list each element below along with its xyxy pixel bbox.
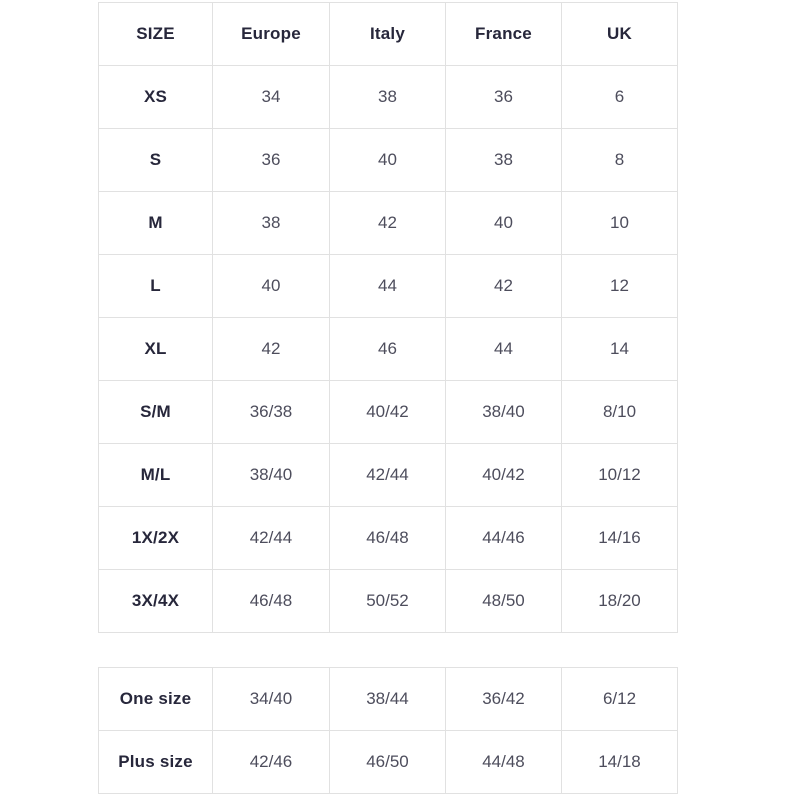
table-cell: 36 [212,128,330,192]
size-row-3x4x: 3X/4X 46/48 50/52 48/50 18/20 [98,569,678,633]
size-row-one-size: One size 34/40 38/44 36/42 6/12 [98,667,678,731]
size-row-xs: XS 34 38 36 6 [98,65,678,129]
size-label: One size [98,667,213,731]
table-cell: 46/48 [329,506,446,570]
header-cell-uk: UK [561,2,678,66]
size-label: 3X/4X [98,569,213,633]
table-cell: 36/38 [212,380,330,444]
size-row-sm: S/M 36/38 40/42 38/40 8/10 [98,380,678,444]
table-cell: 34 [212,65,330,129]
table-cell: 14 [561,317,678,381]
table-cell: 6 [561,65,678,129]
size-row-plus-size: Plus size 42/46 46/50 44/48 14/18 [98,730,678,794]
table-cell: 18/20 [561,569,678,633]
size-label: Plus size [98,730,213,794]
table-cell: 34/40 [212,667,330,731]
table-cell: 46/48 [212,569,330,633]
table-cell: 42 [329,191,446,255]
header-row: SIZE Europe Italy France UK [98,2,678,66]
table-cell: 38 [445,128,562,192]
table-cell: 38/40 [445,380,562,444]
size-row-s: S 36 40 38 8 [98,128,678,192]
header-cell-europe: Europe [212,2,330,66]
table-cell: 42/44 [212,506,330,570]
size-row-ml: M/L 38/40 42/44 40/42 10/12 [98,443,678,507]
special-sizes-table: One size 34/40 38/44 36/42 6/12 Plus siz… [98,667,678,794]
size-label: M [98,191,213,255]
table-cell: 44 [329,254,446,318]
size-label: L [98,254,213,318]
table-cell: 40/42 [445,443,562,507]
table-cell: 6/12 [561,667,678,731]
table-cell: 14/18 [561,730,678,794]
size-row-m: M 38 42 40 10 [98,191,678,255]
table-cell: 46/50 [329,730,446,794]
table-cell: 10 [561,191,678,255]
table-cell: 36 [445,65,562,129]
table-cell: 14/16 [561,506,678,570]
size-row-xl: XL 42 46 44 14 [98,317,678,381]
table-cell: 8 [561,128,678,192]
size-label: S [98,128,213,192]
size-label: S/M [98,380,213,444]
size-label: XL [98,317,213,381]
table-cell: 42/46 [212,730,330,794]
table-gap [98,633,800,667]
table-cell: 38 [329,65,446,129]
table-cell: 40 [329,128,446,192]
table-cell: 46 [329,317,446,381]
table-cell: 50/52 [329,569,446,633]
table-cell: 42 [212,317,330,381]
table-cell: 44/48 [445,730,562,794]
header-cell-france: France [445,2,562,66]
table-cell: 36/42 [445,667,562,731]
table-cell: 10/12 [561,443,678,507]
table-cell: 42/44 [329,443,446,507]
header-cell-italy: Italy [329,2,446,66]
table-cell: 38/40 [212,443,330,507]
size-conversion-table: SIZE Europe Italy France UK XS 34 38 36 … [98,2,678,633]
table-cell: 42 [445,254,562,318]
table-cell: 44/46 [445,506,562,570]
table-cell: 38/44 [329,667,446,731]
table-cell: 38 [212,191,330,255]
table-cell: 40 [445,191,562,255]
size-row-l: L 40 44 42 12 [98,254,678,318]
table-cell: 40/42 [329,380,446,444]
table-cell: 12 [561,254,678,318]
size-label: M/L [98,443,213,507]
size-label: 1X/2X [98,506,213,570]
table-cell: 40 [212,254,330,318]
table-cell: 48/50 [445,569,562,633]
table-cell: 44 [445,317,562,381]
header-cell-size: SIZE [98,2,213,66]
size-label: XS [98,65,213,129]
table-cell: 8/10 [561,380,678,444]
size-row-1x2x: 1X/2X 42/44 46/48 44/46 14/16 [98,506,678,570]
